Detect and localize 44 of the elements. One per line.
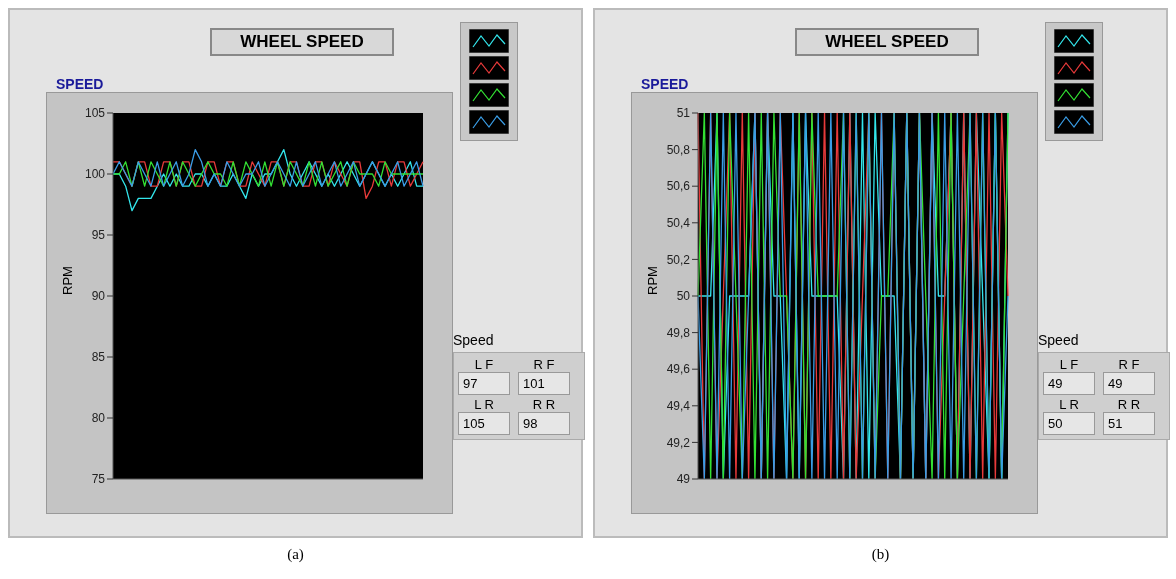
text: (b) (870, 546, 891, 563)
text: L F (1058, 357, 1080, 372)
text: R F (532, 357, 556, 372)
text: R R (1116, 397, 1142, 412)
text: R R (531, 397, 557, 412)
y-tick-label: 51 (676, 106, 691, 121)
text: 50 (1043, 412, 1095, 435)
y-tick-label: 50,2 (666, 252, 691, 267)
y-axis-title: RPM (644, 265, 660, 297)
chart-title: WHEEL SPEED (795, 28, 979, 56)
y-tick-label: 50,6 (666, 179, 691, 194)
y-tick-label: 49,6 (666, 362, 691, 377)
y-tick-label: 85 (91, 350, 106, 365)
y-tick-label: 49 (676, 472, 691, 487)
chart-subtitle: SPEED (56, 76, 104, 92)
y-tick-label: 49,8 (666, 325, 691, 340)
text: 49 (1043, 372, 1095, 395)
text: 51 (1103, 412, 1155, 435)
text: L R (1058, 397, 1080, 412)
chart-subtitle: SPEED (641, 76, 689, 92)
y-tick-label: 49,4 (666, 399, 691, 414)
text: 101 (518, 372, 570, 395)
y-tick-label: 49,2 (666, 435, 691, 450)
text: 98 (518, 412, 570, 435)
y-tick-label: 75 (91, 472, 106, 487)
text: (a) (286, 546, 305, 563)
text: Speed (453, 332, 494, 348)
y-tick-label: 100 (84, 167, 106, 182)
text: 49 (1103, 372, 1155, 395)
text: L R (473, 397, 495, 412)
y-tick-label: 105 (84, 106, 106, 121)
text: L F (473, 357, 495, 372)
y-tick-label: 50,8 (666, 142, 691, 157)
chart-title: WHEEL SPEED (210, 28, 394, 56)
y-tick-label: 95 (91, 228, 106, 243)
y-tick-label: 80 (91, 411, 106, 426)
text: R F (1117, 357, 1141, 372)
text: 105 (458, 412, 510, 435)
y-tick-label: 90 (91, 289, 106, 304)
y-tick-label: 50,4 (666, 216, 691, 231)
y-tick-label: 50 (676, 289, 691, 304)
text: 97 (458, 372, 510, 395)
text: Speed (1038, 332, 1079, 348)
y-axis-title: RPM (59, 265, 75, 297)
